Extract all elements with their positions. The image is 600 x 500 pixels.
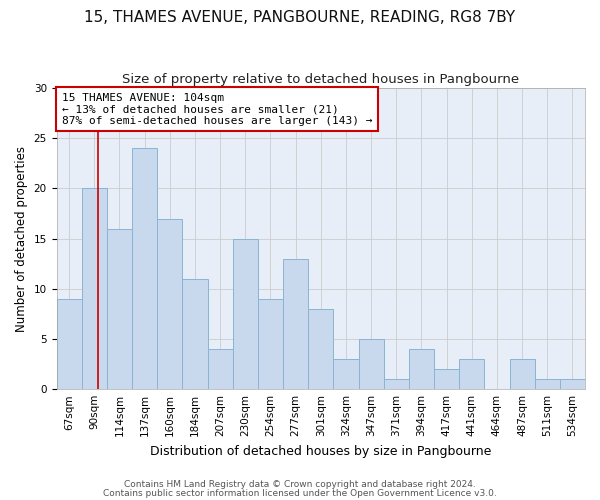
Bar <box>535 379 560 389</box>
Bar <box>208 349 233 389</box>
Bar <box>509 359 535 389</box>
Bar <box>132 148 157 389</box>
Bar <box>283 258 308 389</box>
Bar <box>56 299 82 389</box>
Bar <box>258 299 283 389</box>
X-axis label: Distribution of detached houses by size in Pangbourne: Distribution of detached houses by size … <box>150 444 491 458</box>
Bar <box>233 238 258 389</box>
Bar <box>409 349 434 389</box>
Bar <box>359 339 383 389</box>
Bar <box>383 379 409 389</box>
Bar <box>434 369 459 389</box>
Bar <box>459 359 484 389</box>
Bar <box>182 279 208 389</box>
Text: 15 THAMES AVENUE: 104sqm
← 13% of detached houses are smaller (21)
87% of semi-d: 15 THAMES AVENUE: 104sqm ← 13% of detach… <box>62 92 373 126</box>
Title: Size of property relative to detached houses in Pangbourne: Size of property relative to detached ho… <box>122 72 520 86</box>
Text: 15, THAMES AVENUE, PANGBOURNE, READING, RG8 7BY: 15, THAMES AVENUE, PANGBOURNE, READING, … <box>85 10 515 25</box>
Text: Contains HM Land Registry data © Crown copyright and database right 2024.: Contains HM Land Registry data © Crown c… <box>124 480 476 489</box>
Bar <box>82 188 107 389</box>
Bar <box>107 228 132 389</box>
Y-axis label: Number of detached properties: Number of detached properties <box>15 146 28 332</box>
Bar <box>157 218 182 389</box>
Text: Contains public sector information licensed under the Open Government Licence v3: Contains public sector information licen… <box>103 488 497 498</box>
Bar <box>334 359 359 389</box>
Bar <box>308 309 334 389</box>
Bar <box>560 379 585 389</box>
